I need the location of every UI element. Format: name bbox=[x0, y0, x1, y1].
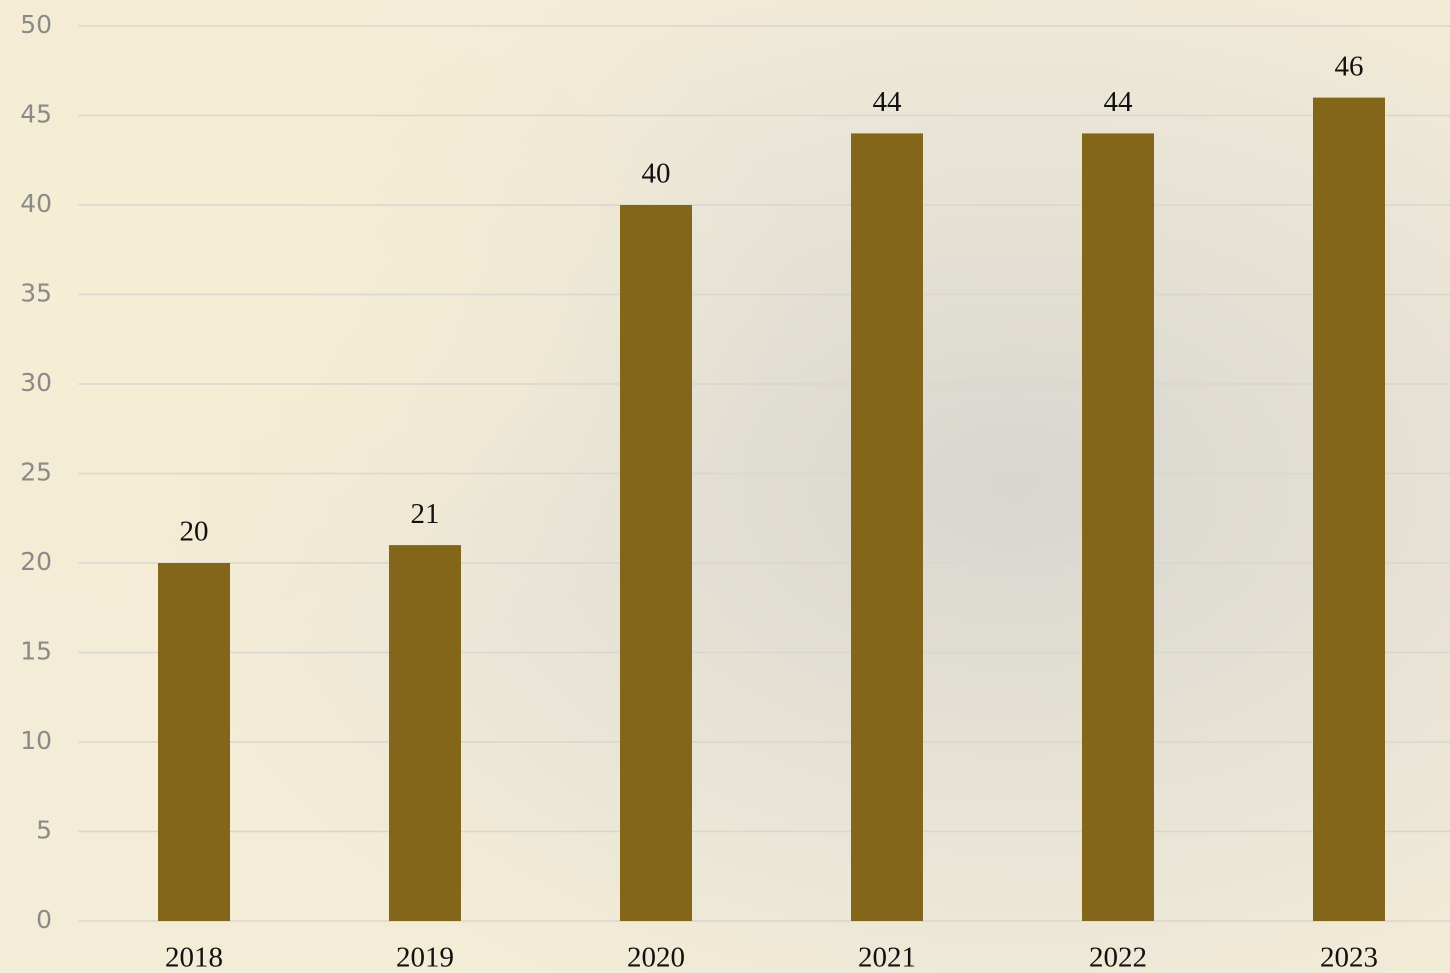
y-tick-label: 15 bbox=[20, 637, 52, 666]
data-label: 46 bbox=[1335, 50, 1364, 82]
y-tick-label: 40 bbox=[20, 189, 52, 218]
bar bbox=[851, 133, 923, 921]
y-tick-label: 50 bbox=[20, 10, 52, 39]
x-tick-label: 2022 bbox=[1089, 942, 1147, 973]
bar bbox=[1313, 97, 1385, 922]
bar bbox=[620, 205, 692, 921]
y-tick-label: 5 bbox=[36, 816, 52, 845]
y-tick-label: 0 bbox=[36, 905, 52, 934]
bar bbox=[1082, 133, 1154, 921]
bar bbox=[158, 563, 230, 921]
data-label: 44 bbox=[873, 86, 903, 118]
y-tick-label: 20 bbox=[20, 547, 52, 576]
y-tick-label: 30 bbox=[20, 368, 52, 397]
x-tick-label: 2020 bbox=[627, 942, 685, 973]
x-tick-label: 2023 bbox=[1320, 942, 1378, 973]
data-label: 44 bbox=[1104, 86, 1134, 118]
y-tick-label: 35 bbox=[20, 279, 52, 308]
x-tick-label: 2021 bbox=[858, 942, 916, 973]
data-label: 40 bbox=[642, 158, 671, 190]
y-tick-label: 25 bbox=[20, 458, 52, 487]
x-tick-label: 2018 bbox=[165, 942, 223, 973]
data-label: 20 bbox=[180, 516, 209, 548]
data-label: 21 bbox=[411, 498, 440, 530]
y-tick-label: 10 bbox=[20, 726, 52, 755]
x-tick-label: 2019 bbox=[396, 942, 454, 973]
bar bbox=[389, 545, 461, 921]
y-tick-label: 45 bbox=[20, 100, 52, 129]
